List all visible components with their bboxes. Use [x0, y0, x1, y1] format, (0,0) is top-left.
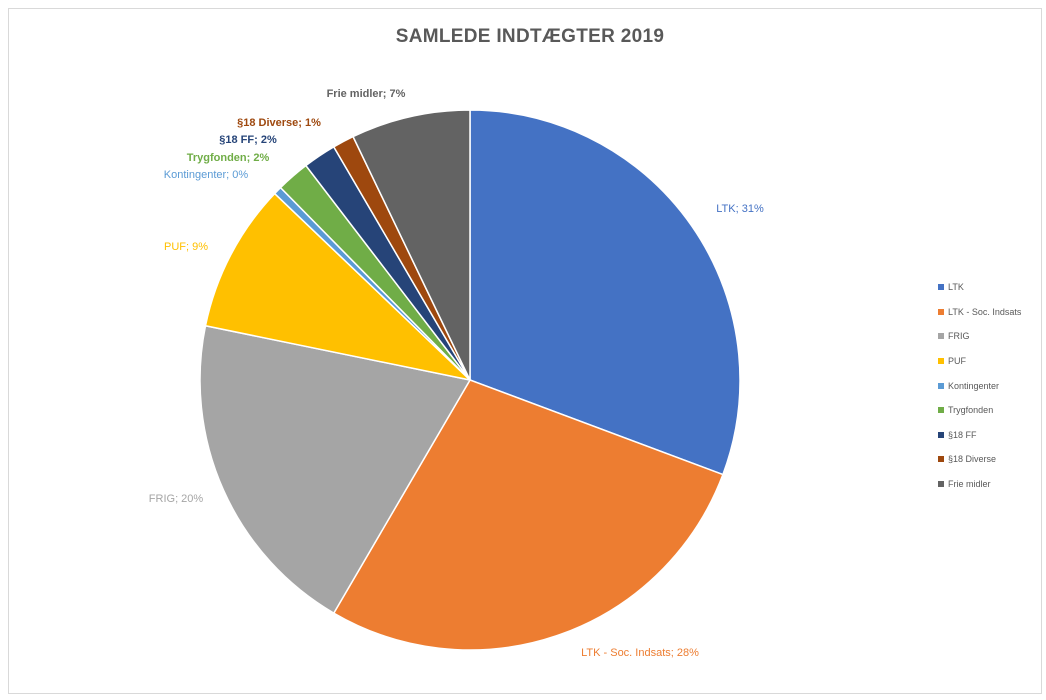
legend-item-par18-ff: §18 FF — [938, 423, 1046, 448]
data-label-par18-ff: §18 FF; 2% — [219, 134, 277, 146]
legend-swatch — [938, 308, 944, 315]
legend-item-kontingenter: Kontingenter — [938, 373, 1046, 398]
legend-label: PUF — [948, 356, 966, 367]
pie-slice-frig — [199, 324, 472, 615]
legend-label: Frie midler — [948, 479, 991, 490]
pie-slices — [199, 109, 741, 651]
data-label-trygfonden: Trygfonden; 2% — [187, 152, 270, 164]
legend-item-trygfonden: Trygfonden — [938, 398, 1046, 423]
data-label-frie-midler: Frie midler; 7% — [327, 88, 406, 100]
data-label-par18-diverse: §18 Diverse; 1% — [237, 117, 321, 129]
legend: LTK LTK - Soc. Indsats FRIG PUF Kontingenter… — [938, 275, 1046, 496]
legend-label: FRIG — [948, 331, 970, 342]
data-label-frig: FRIG; 20% — [149, 493, 204, 505]
legend-item-par18-diverse: §18 Diverse — [938, 447, 1046, 472]
legend-item-puf: PUF — [938, 349, 1046, 374]
legend-swatch — [938, 333, 944, 340]
data-label-puf: PUF; 9% — [164, 241, 208, 253]
legend-swatch — [938, 431, 944, 438]
legend-item-ltk-soc-indsats: LTK - Soc. Indsats — [938, 300, 1046, 325]
legend-label: Kontingenter — [948, 380, 1000, 391]
pie-data-labels: LTK; 31% LTK - Soc. Indsats; 28% FRIG; 20%… — [149, 88, 764, 659]
legend-label: §18 Diverse — [948, 454, 997, 465]
chart-title: SAMLEDE INDTÆGTER 2019 — [395, 26, 665, 47]
pie-slice-frie-midler — [352, 109, 471, 381]
legend-swatch — [938, 481, 944, 488]
data-label-ltk: LTK; 31% — [716, 203, 764, 215]
legend-item-frig: FRIG — [938, 324, 1046, 349]
legend-swatch — [938, 284, 944, 291]
legend-swatch — [938, 456, 944, 463]
pie-slice-ltk — [469, 109, 741, 476]
legend-swatch — [938, 358, 944, 365]
data-label-ltk-soc-indsats: LTK - Soc. Indsats; 28% — [581, 647, 699, 659]
data-label-kontingenter: Kontingenter; 0% — [164, 169, 249, 181]
pie-slice-puf — [204, 192, 473, 382]
legend-label: Trygfonden — [948, 405, 994, 416]
legend-label: LTK - Soc. Indsats — [948, 306, 1022, 317]
legend-label: §18 FF — [948, 429, 977, 440]
legend-swatch — [938, 382, 944, 389]
legend-label: LTK — [948, 282, 964, 293]
legend-item-ltk: LTK — [938, 275, 1046, 300]
legend-item-frie-midler: Frie midler — [938, 472, 1046, 497]
legend-swatch — [938, 407, 944, 414]
